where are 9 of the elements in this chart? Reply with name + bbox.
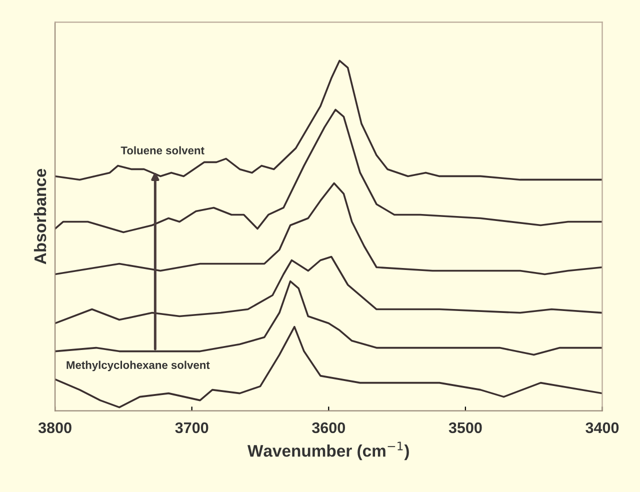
x-axis-title: Wavenumber (cm$^{−1}$) (247, 442, 409, 460)
x-tick-label: 3400 (586, 422, 619, 434)
x-tick-label: 3700 (175, 422, 208, 434)
annotation: Methylcyclohexane solvent (66, 360, 210, 372)
x-tick-label: 3800 (38, 422, 72, 434)
y-axis-title: Absorbance (34, 168, 46, 264)
x-tick-label: 3600 (312, 422, 346, 434)
x-tick-label: 3500 (448, 422, 482, 434)
annotation: Toluene solvent (120, 146, 204, 154)
